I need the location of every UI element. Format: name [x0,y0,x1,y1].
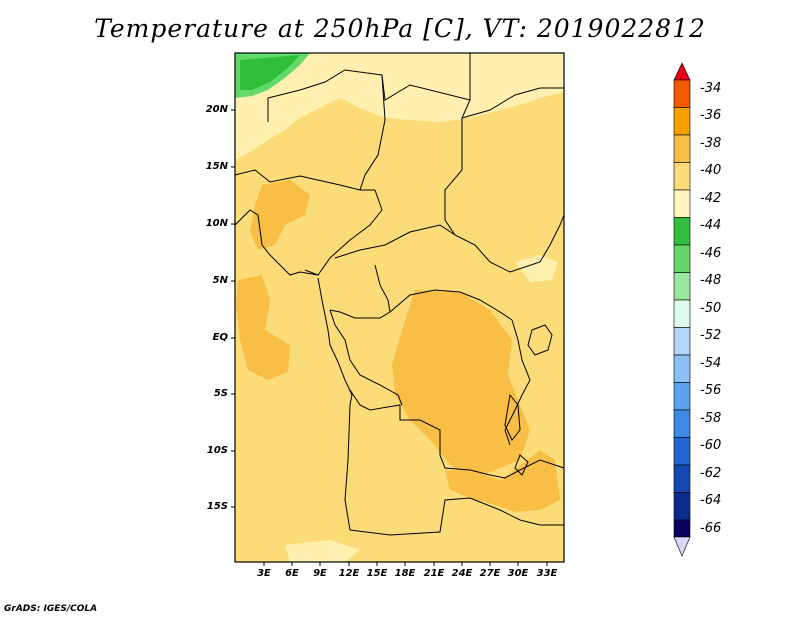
temperature-field-light-south [285,540,360,562]
colorbar-label: -36 [700,108,722,123]
colorbar-label: -58 [700,411,722,426]
colorbar-label: -34 [700,81,722,96]
colorbar-label: -66 [700,521,722,536]
colorbar-bottom-arrow [673,536,691,557]
lon-label: 12E [338,568,360,579]
lon-label: 18E [394,568,416,579]
colorbar-label: -38 [700,136,722,151]
temperature-field-light-east [515,255,558,282]
colorbar-label: -62 [700,466,722,481]
temperature-field-north-light [235,53,564,160]
country-borders [234,53,565,536]
lat-label: EQ [212,332,228,343]
colorbar-label: -50 [700,301,722,316]
colorbar-cell [673,79,691,108]
colorbar-cell [673,299,691,328]
colorbar-label: -40 [700,163,722,178]
lon-label: 33E [536,568,558,579]
lat-label: 10S [206,445,228,456]
colorbar-label: -46 [700,246,722,261]
lon-label: 27E [479,568,501,579]
colorbar-label: -52 [700,328,722,343]
lon-label: 30E [507,568,529,579]
lakes [504,324,553,476]
lon-label: 24E [451,568,473,579]
lon-label: 9E [313,568,327,579]
colorbar-label: -42 [700,191,722,206]
colorbar-label: -60 [700,438,722,453]
colorbar-cell [673,327,691,356]
temperature-field-orange-coast [236,275,290,380]
temperature-field-orange-west [250,180,310,250]
colorbar-cell [673,272,691,301]
lon-label: 3E [257,568,271,579]
temperature-field-orange-congo [392,290,530,480]
colorbar-label: -44 [700,218,722,233]
colorbar-cell [673,519,691,538]
colorbar-cell [673,464,691,493]
colorbar-cell [673,437,691,466]
lat-label: 5N [212,275,228,286]
colorbar-label: -64 [700,493,722,508]
colorbar-label: -54 [700,356,722,371]
map-title: Temperature at 250hPa [C], VT: 201902281… [94,14,706,43]
colorbar-cell [673,107,691,136]
colorbar-cell [673,244,691,273]
lon-label: 15E [366,568,388,579]
colorbar-top-arrow [673,62,691,81]
lon-ticks [263,562,548,566]
colorbar-cell [673,382,691,411]
lat-label: 20N [205,104,228,115]
lat-label: 10N [205,218,228,229]
temperature-field-green-dark [240,55,300,90]
colorbar-cell [673,189,691,218]
colorbar-cell [673,217,691,246]
lon-label: 21E [423,568,445,579]
map-frame [234,52,565,563]
colorbar-cell [673,492,691,521]
colorbar-cell [673,354,691,383]
lat-label: 15N [205,161,228,172]
colorbar-cell [673,409,691,438]
colorbar-cell [673,134,691,163]
colorbar [673,62,691,557]
lon-label: 6E [285,568,299,579]
grads-credit: GrADS: IGES/COLA [4,604,98,614]
lat-ticks [231,109,235,508]
lat-label: 15S [206,501,228,512]
colorbar-label: -56 [700,383,722,398]
lat-label: 5S [213,388,228,399]
colorbar-label: -48 [700,273,722,288]
temperature-field-orange-south [445,450,560,512]
colorbar-cell [673,162,691,191]
